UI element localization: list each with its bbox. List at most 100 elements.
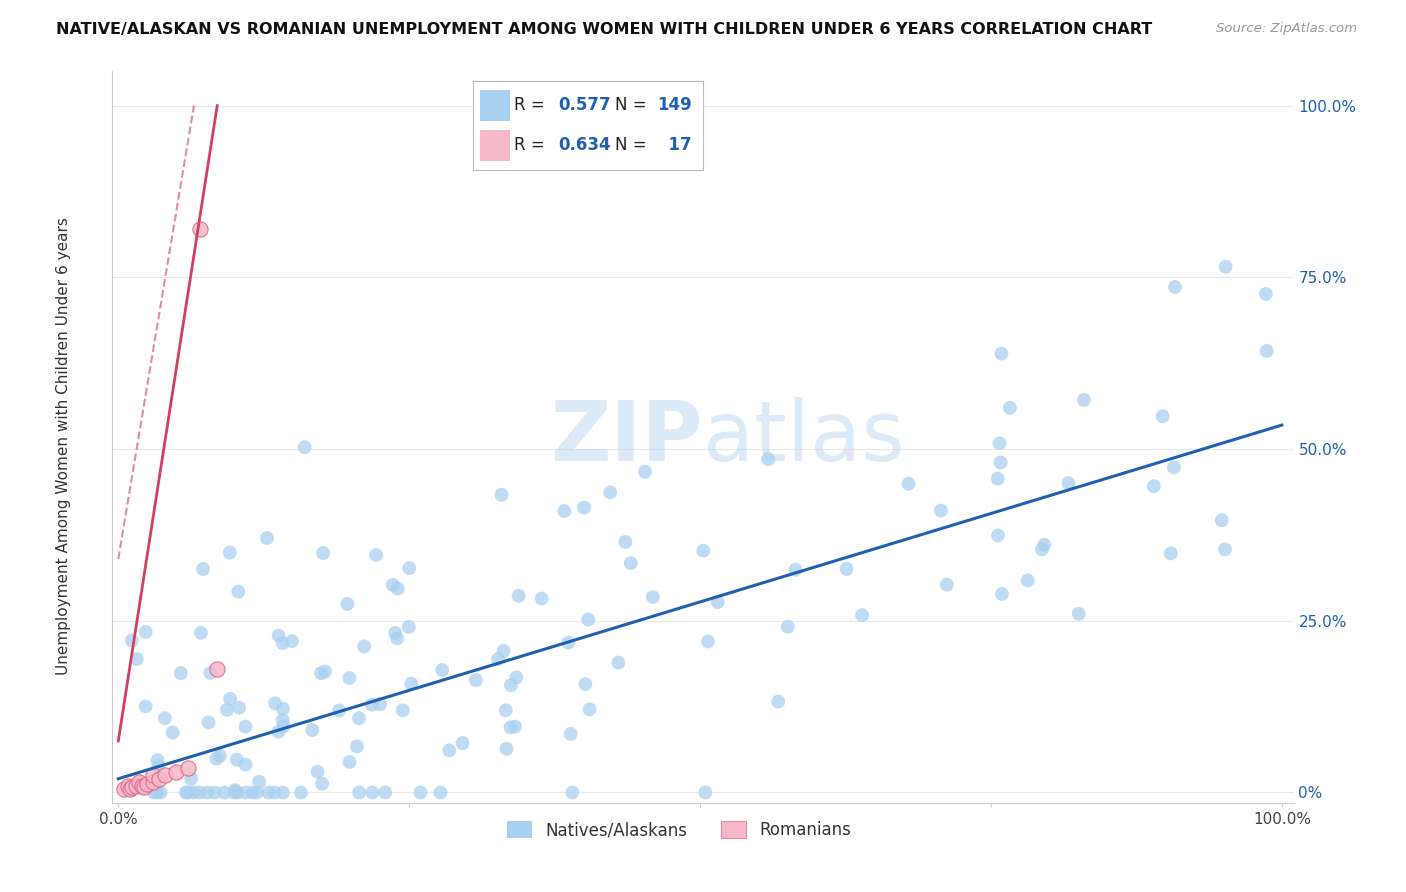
Point xyxy=(1017,574,1039,588)
Point xyxy=(328,704,350,718)
Point xyxy=(271,636,294,650)
Point xyxy=(553,504,575,518)
Point xyxy=(1067,607,1090,621)
Point xyxy=(1256,343,1278,358)
Point xyxy=(177,762,200,776)
Point xyxy=(1211,513,1233,527)
Point xyxy=(257,785,280,799)
Point xyxy=(247,774,270,789)
Point xyxy=(226,785,249,799)
Point xyxy=(353,640,375,654)
Point xyxy=(366,548,388,562)
Point xyxy=(835,562,858,576)
Point xyxy=(307,764,329,779)
Point xyxy=(851,608,873,623)
Point xyxy=(634,465,657,479)
Point xyxy=(256,531,278,545)
Point xyxy=(188,222,211,236)
Point xyxy=(205,751,228,765)
Point xyxy=(180,772,202,786)
Point xyxy=(706,595,728,609)
Text: ZIP: ZIP xyxy=(551,397,703,477)
Point xyxy=(935,577,957,591)
Point xyxy=(281,634,304,648)
Point xyxy=(271,713,294,727)
Point xyxy=(271,785,294,799)
Point xyxy=(368,697,391,711)
Point xyxy=(166,764,188,779)
Point xyxy=(578,702,600,716)
Point xyxy=(576,613,599,627)
Point xyxy=(530,591,553,606)
Point xyxy=(374,785,396,799)
Point xyxy=(336,597,359,611)
Point xyxy=(398,620,420,634)
Point xyxy=(987,528,1010,542)
Point xyxy=(337,671,360,685)
Point xyxy=(183,785,205,799)
Point xyxy=(188,785,211,799)
Point xyxy=(132,780,155,794)
Point xyxy=(131,779,153,793)
Point xyxy=(290,785,312,799)
Point xyxy=(146,753,169,767)
Legend: Natives/Alaskans, Romanians: Natives/Alaskans, Romanians xyxy=(501,814,858,846)
Point xyxy=(1057,476,1080,491)
Point xyxy=(1152,409,1174,424)
Point xyxy=(768,695,790,709)
Text: Unemployment Among Women with Children Under 6 years: Unemployment Among Women with Children U… xyxy=(56,217,70,675)
Point xyxy=(464,673,486,687)
Point xyxy=(205,662,228,676)
Point xyxy=(136,777,159,791)
Point xyxy=(273,719,295,733)
Point xyxy=(495,703,517,717)
Point xyxy=(429,785,451,799)
Text: atlas: atlas xyxy=(703,397,904,477)
Point xyxy=(492,644,515,658)
Point xyxy=(695,785,717,799)
Point xyxy=(607,656,630,670)
Point xyxy=(153,711,176,725)
Point xyxy=(246,785,269,799)
Point xyxy=(692,543,714,558)
Point xyxy=(264,696,287,710)
Point xyxy=(312,546,335,560)
Point xyxy=(314,665,336,679)
Point xyxy=(142,775,165,789)
Point xyxy=(218,546,240,560)
Point xyxy=(1213,542,1236,557)
Point xyxy=(347,711,370,725)
Point xyxy=(204,785,226,799)
Point xyxy=(491,488,513,502)
Point xyxy=(508,589,530,603)
Text: NATIVE/ALASKAN VS ROMANIAN UNEMPLOYMENT AMONG WOMEN WITH CHILDREN UNDER 6 YEARS : NATIVE/ALASKAN VS ROMANIAN UNEMPLOYMENT … xyxy=(56,22,1153,37)
Point xyxy=(929,503,952,517)
Point xyxy=(361,785,384,799)
Point xyxy=(381,578,404,592)
Point xyxy=(392,703,415,717)
Point xyxy=(162,725,184,739)
Point xyxy=(499,678,522,692)
Point xyxy=(399,676,422,690)
Point xyxy=(339,755,361,769)
Point xyxy=(1163,460,1185,475)
Point xyxy=(557,635,579,649)
Point xyxy=(988,436,1011,450)
Point xyxy=(361,698,384,712)
Point xyxy=(142,768,165,782)
Point xyxy=(125,779,148,793)
Point xyxy=(135,624,157,639)
Point xyxy=(217,703,239,717)
Point xyxy=(499,720,522,734)
Point xyxy=(135,699,157,714)
Point xyxy=(437,743,460,757)
Point xyxy=(309,666,332,681)
Point xyxy=(561,785,583,799)
Point xyxy=(121,780,143,794)
Point xyxy=(641,590,664,604)
Point xyxy=(560,727,582,741)
Point xyxy=(1215,260,1237,274)
Point xyxy=(384,626,406,640)
Point xyxy=(301,723,323,737)
Point xyxy=(503,720,526,734)
